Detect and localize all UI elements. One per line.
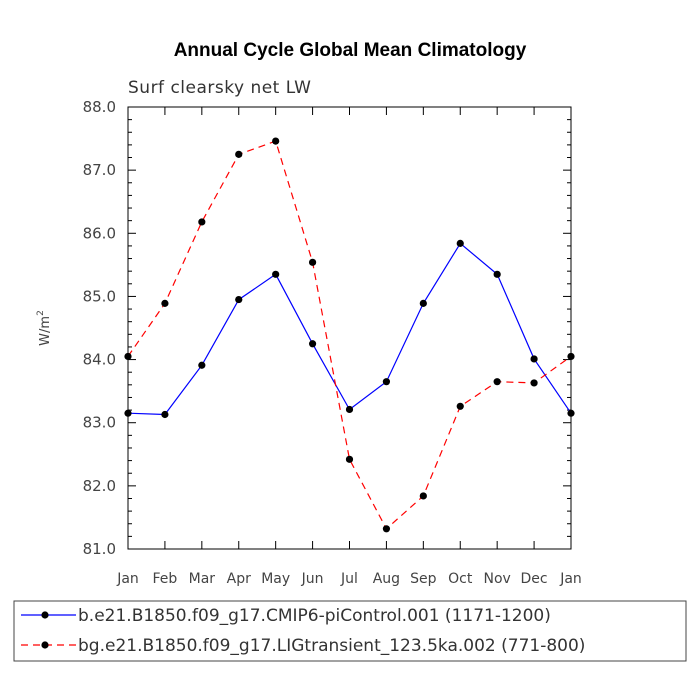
- y-axis-label-unit: W/m: [38, 316, 53, 346]
- y-tick-label: 87.0: [83, 161, 116, 179]
- x-tick-label: Oct: [448, 571, 473, 587]
- series-layer: [124, 137, 575, 533]
- y-tick-label: 84.0: [83, 351, 116, 369]
- series-line-0: [127, 242, 572, 416]
- legend-marker-0: [41, 611, 49, 619]
- data-point-1-6: [345, 455, 354, 463]
- x-tick-label: Mar: [189, 571, 216, 587]
- y-axis-label: W/m2: [36, 310, 53, 346]
- data-point-1-9: [456, 402, 464, 410]
- chart-title: Annual Cycle Global Mean Climatology: [174, 40, 527, 61]
- data-point-1-3: [235, 150, 243, 158]
- x-tick-label: Aug: [373, 571, 400, 587]
- data-point-1-2: [198, 218, 206, 226]
- x-tick-label: Nov: [484, 571, 511, 587]
- data-point-0-4: [272, 270, 280, 278]
- y-tick-label: 81.0: [83, 540, 116, 558]
- data-point-0-10: [493, 270, 501, 278]
- legend-entry-1: bg.e21.B1850.f09_g17.LIGtransient_123.5k…: [21, 636, 585, 656]
- data-point-0-9: [456, 239, 464, 247]
- data-point-0-6: [345, 405, 354, 414]
- y-tick-label: 86.0: [83, 224, 116, 242]
- data-point-0-8: [419, 299, 427, 307]
- data-point-1-7: [382, 525, 391, 533]
- x-tick-label: Jan: [559, 571, 582, 587]
- x-tick-label: Jun: [301, 571, 324, 587]
- data-point-0-5: [308, 340, 317, 348]
- x-tick-label: May: [261, 571, 290, 587]
- data-point-0-12: [567, 409, 575, 417]
- data-point-1-12: [567, 352, 575, 361]
- data-point-1-5: [308, 258, 317, 266]
- legend-marker-1: [41, 641, 49, 649]
- y-axis-tick-labels: 81.0 82.0 83.0 84.0 85.0 86.0 87.0 88.0: [83, 98, 116, 558]
- data-point-0-7: [382, 378, 391, 386]
- data-point-1-4: [272, 137, 280, 145]
- legend-label-1: bg.e21.B1850.f09_g17.LIGtransient_123.5k…: [78, 636, 585, 656]
- data-point-1-10: [493, 378, 501, 386]
- legend-entry-0: b.e21.B1850.f09_g17.CMIP6-piControl.001 …: [21, 606, 551, 626]
- legend-label-0: b.e21.B1850.f09_g17.CMIP6-piControl.001 …: [78, 606, 551, 626]
- chart-subtitle: Surf clearsky net LW: [128, 78, 311, 98]
- x-tick-label: Jan: [116, 571, 139, 587]
- axis-ticks: [127, 106, 572, 550]
- y-tick-label: 83.0: [83, 414, 116, 432]
- data-point-1-8: [419, 492, 427, 500]
- y-tick-label: 88.0: [83, 98, 116, 116]
- data-point-1-11: [530, 379, 538, 387]
- x-tick-label: Feb: [153, 571, 178, 587]
- data-point-1-0: [124, 352, 132, 361]
- x-tick-label: Jul: [340, 571, 358, 587]
- x-tick-label: Apr: [227, 571, 251, 587]
- plot-frame: [127, 106, 572, 550]
- data-point-0-11: [530, 355, 538, 363]
- data-point-0-2: [198, 361, 206, 369]
- legend-box: [13, 600, 687, 662]
- series-line-1: [127, 140, 572, 530]
- y-axis-label-exponent: 2: [36, 310, 46, 316]
- x-axis-tick-labels: Jan Feb Mar Apr May Jun Jul Aug Sep Oct Nov Dec Jan: [116, 571, 582, 587]
- y-tick-label: 82.0: [83, 477, 116, 495]
- y-tick-label: 85.0: [83, 287, 116, 305]
- data-point-0-0: [124, 409, 132, 417]
- x-tick-label: Sep: [410, 571, 437, 587]
- data-point-1-1: [161, 299, 169, 307]
- data-point-0-3: [235, 295, 243, 304]
- x-tick-label: Dec: [521, 571, 548, 587]
- data-point-0-1: [161, 410, 169, 419]
